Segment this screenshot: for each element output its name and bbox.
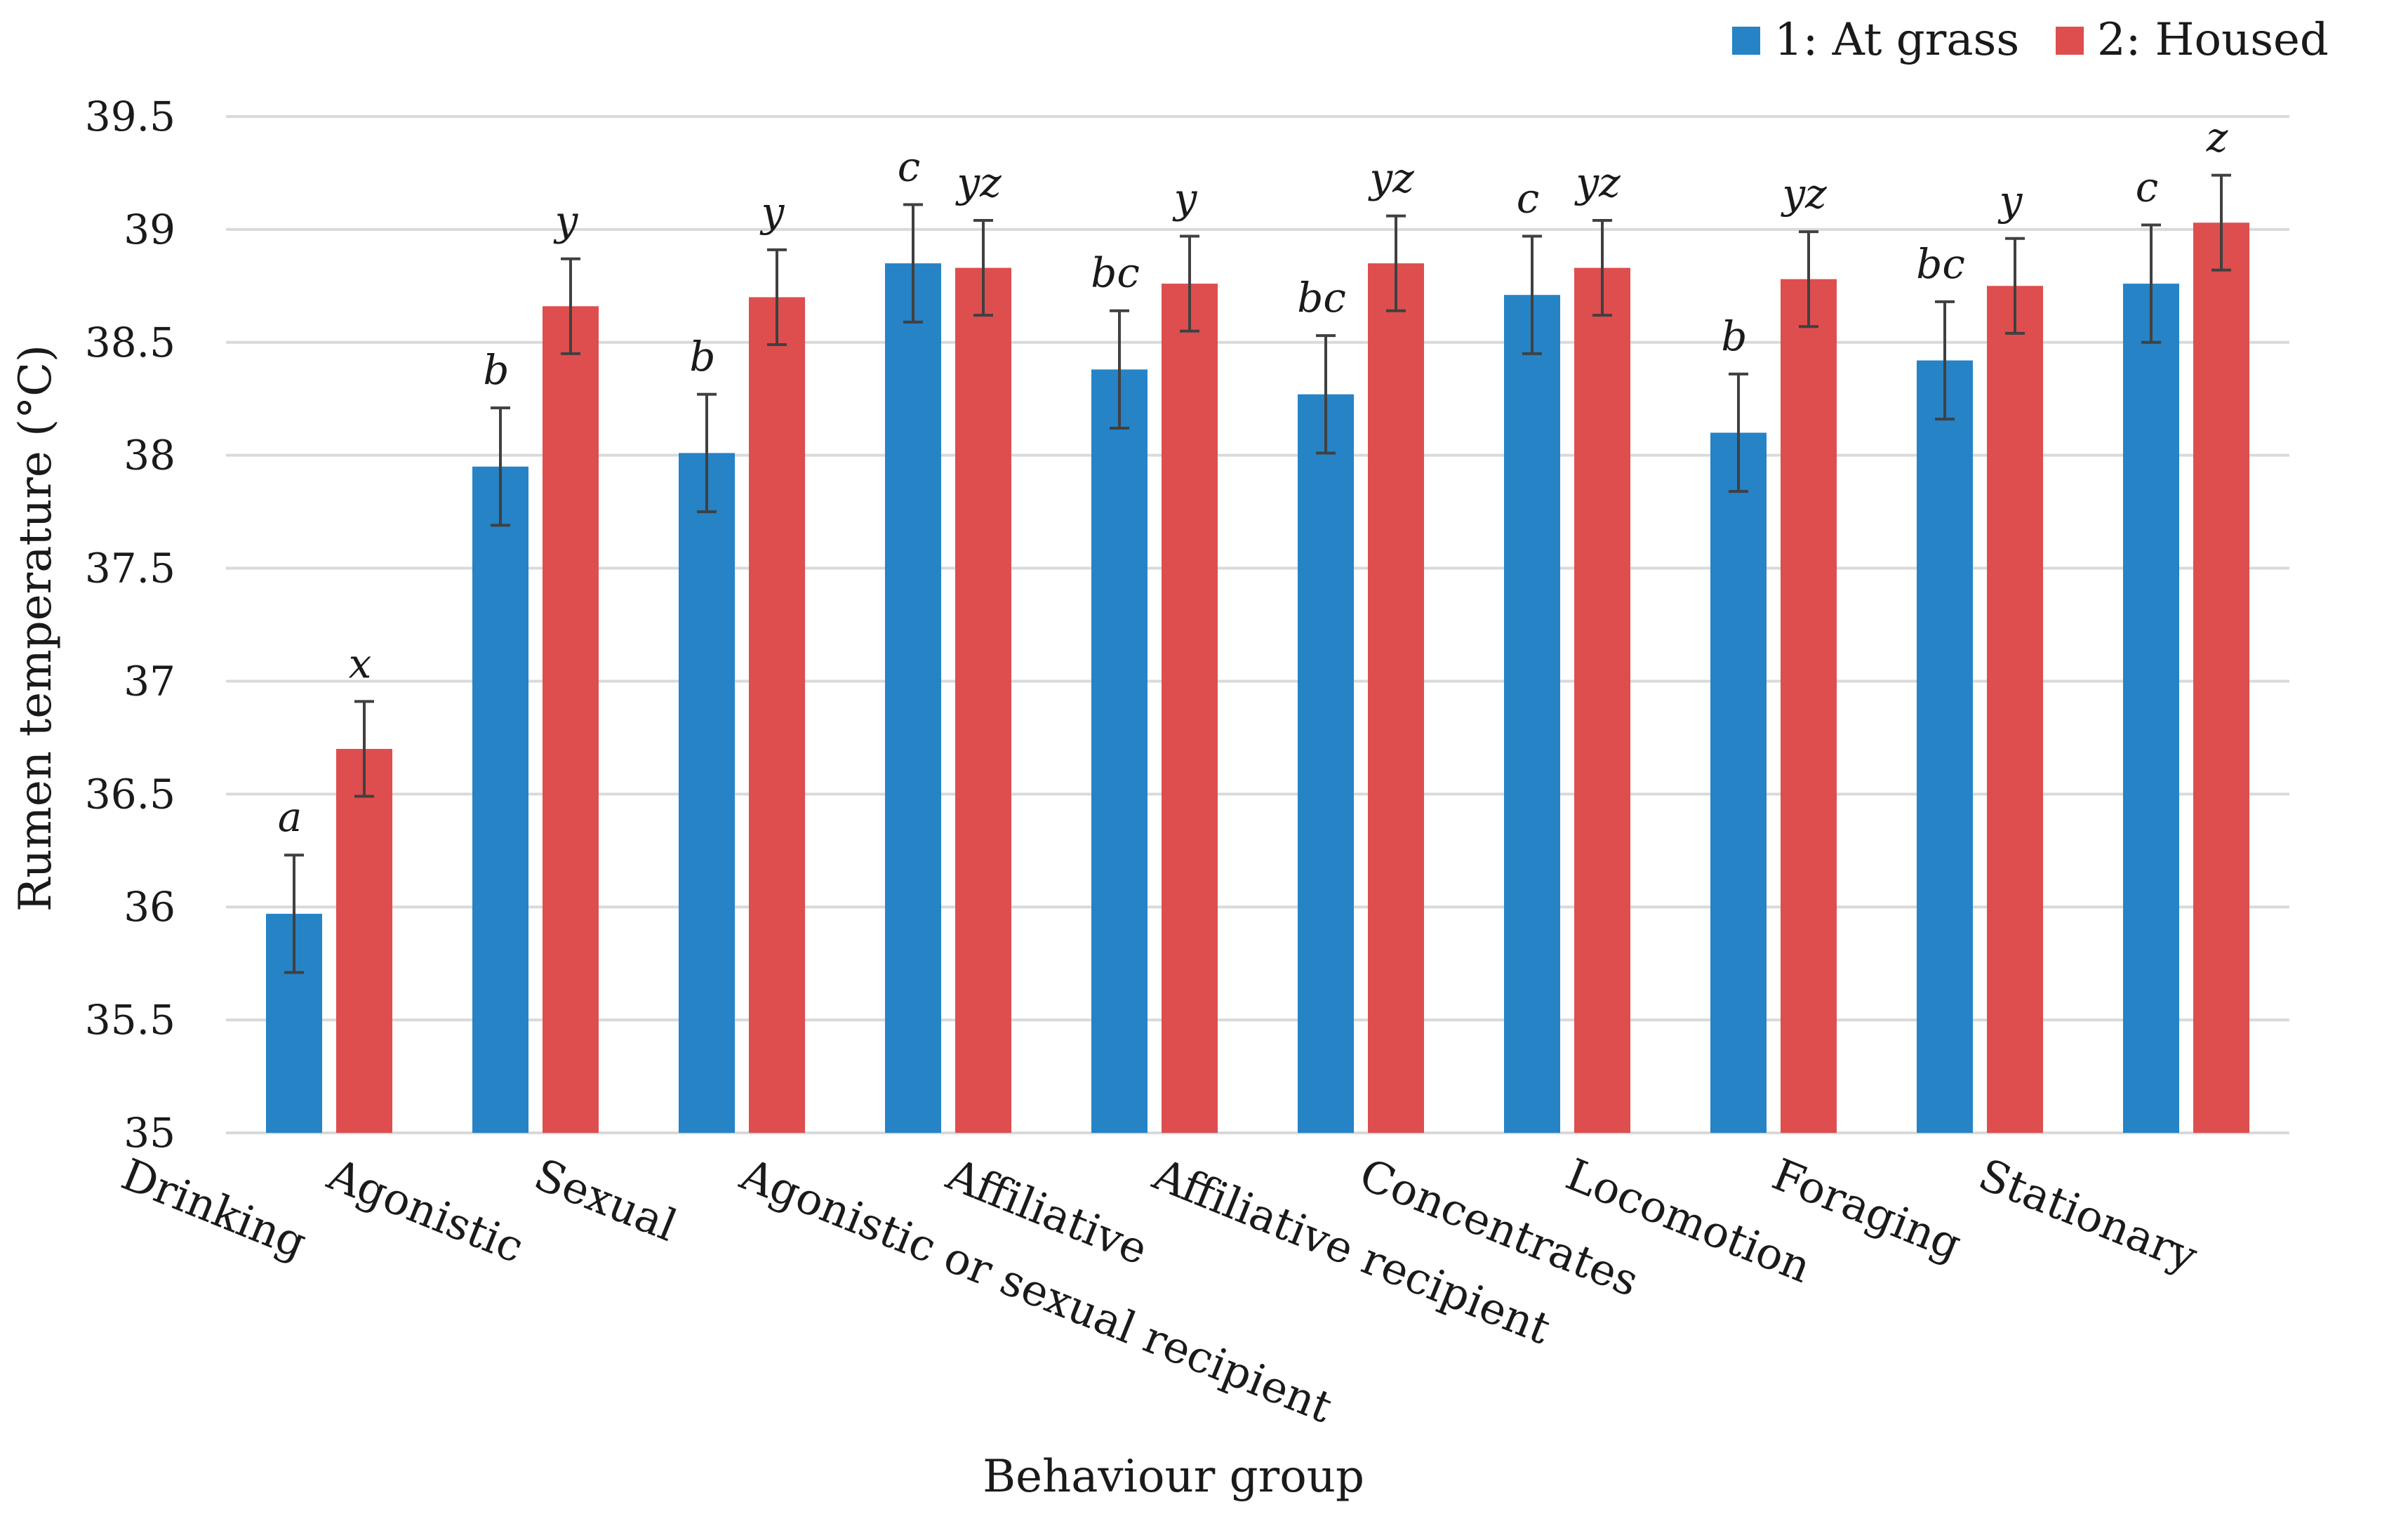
bar-2-housed-sexual [749, 297, 805, 1133]
error-bar-1-at-grass-affiliative-recipient [1316, 334, 1336, 455]
bar-1-at-grass-agonistic [472, 466, 528, 1133]
bar-2-housed-agonistic [543, 306, 599, 1133]
significance-label: y [1172, 175, 1198, 222]
x-tick-label-drinking: Drinking [114, 1148, 313, 1268]
error-bar-1-at-grass-sexual [697, 392, 717, 514]
significance-label: c [1517, 175, 1539, 222]
y-tick-label: 38 [124, 432, 175, 479]
bar-2-housed-foraging [1987, 286, 2043, 1133]
bar-2-housed-concentrates [1574, 267, 1630, 1134]
significance-label: yz [1367, 154, 1414, 202]
bar-2-housed-affiliative-recipient [1368, 263, 1424, 1134]
error-bars [284, 173, 2231, 974]
significance-label: z [2206, 114, 2228, 161]
x-axis-title: Behaviour group [983, 1451, 1364, 1503]
error-bar-1-at-grass-agonistic-or-sexual-recipient [903, 203, 923, 324]
error-bar-2-housed-sexual [767, 248, 787, 346]
x-tick-label-agonistic: Agonistic [320, 1148, 531, 1273]
bar-1-at-grass-foraging [1917, 360, 1973, 1133]
significance-label: y [759, 188, 785, 236]
y-tick-label: 39 [124, 206, 175, 253]
y-tick-label: 36 [124, 883, 175, 931]
error-bar-2-housed-agonistic [561, 257, 580, 355]
legend-label-housed: 2: Housed [2097, 14, 2329, 66]
error-bar-2-housed-foraging [2005, 237, 2025, 335]
x-tick-label-sexual: Sexual [527, 1148, 684, 1251]
significance-label: yz [1574, 159, 1621, 206]
y-tick-label: 37 [124, 657, 175, 705]
bar-2-housed-affiliative [1162, 284, 1218, 1133]
gridlines [226, 115, 2289, 1134]
significance-label: bc [1091, 249, 1140, 297]
error-bar-1-at-grass-foraging [1935, 300, 1955, 421]
y-tick-label: 36.5 [85, 770, 175, 818]
bar-2-housed-drinking [336, 748, 392, 1133]
error-bar-2-housed-locomotion [1799, 230, 1818, 328]
significance-label: y [1997, 177, 2023, 225]
significance-label: bc [1297, 274, 1346, 321]
error-bar-2-housed-agonistic-or-sexual-recipient [973, 219, 993, 317]
bar-1-at-grass-sexual [679, 453, 735, 1133]
y-tick-label: 37.5 [85, 545, 175, 592]
error-bar-1-at-grass-concentrates [1522, 234, 1542, 355]
legend-swatch-at-grass [1732, 27, 1760, 55]
bar-1-at-grass-affiliative [1091, 369, 1148, 1133]
bar-1-at-grass-affiliative-recipient [1298, 394, 1354, 1134]
y-axis-title: Rumen temperature (°C) [10, 345, 62, 912]
error-bar-1-at-grass-affiliative [1110, 309, 1129, 430]
bars [266, 222, 2249, 1134]
error-bar-2-housed-affiliative-recipient [1386, 214, 1406, 312]
bar-1-at-grass-stationary [2123, 284, 2179, 1133]
bar-1-at-grass-locomotion [1710, 432, 1767, 1133]
error-bar-2-housed-drinking [354, 700, 374, 798]
error-bar-2-housed-affiliative [1180, 234, 1199, 333]
error-bar-1-at-grass-stationary [2141, 223, 2161, 344]
significance-label: b [1721, 312, 1747, 360]
significance-label: yz [1780, 170, 1827, 218]
significance-label: c [898, 142, 920, 190]
significance-label: a [278, 793, 302, 841]
bar-1-at-grass-concentrates [1504, 295, 1560, 1133]
significance-label: b [483, 346, 509, 394]
y-tick-label: 35.5 [85, 996, 175, 1044]
significance-label: x [349, 639, 372, 687]
legend-swatch-housed [2056, 27, 2084, 55]
error-bar-1-at-grass-agonistic [491, 406, 510, 527]
x-tick-label-stationary: Stationary [1971, 1148, 2204, 1282]
bar-2-housed-stationary [2193, 222, 2249, 1133]
y-tick-label: 39.5 [85, 93, 175, 140]
bar-1-at-grass-agonistic-or-sexual-recipient [885, 263, 941, 1134]
error-bar-2-housed-stationary [2211, 173, 2231, 272]
error-bar-1-at-grass-locomotion [1729, 372, 1748, 493]
significance-label: yz [954, 159, 1002, 206]
y-axis-ticks: 35 35.5 36 36.5 37 37.5 38 38.5 39 39.5 [85, 93, 175, 1157]
error-bar-2-housed-concentrates [1592, 219, 1612, 317]
significance-label: bc [1916, 240, 1965, 288]
y-tick-label: 38.5 [85, 319, 175, 366]
bar-2-housed-locomotion [1781, 279, 1837, 1134]
significance-label: y [553, 197, 579, 245]
error-bar-1-at-grass-drinking [284, 854, 304, 974]
bar-2-housed-agonistic-or-sexual-recipient [955, 267, 1011, 1134]
significance-label: b [689, 333, 715, 380]
y-tick-label: 35 [124, 1109, 175, 1157]
legend-label-at-grass: 1: At grass [1774, 14, 2019, 66]
significance-label: c [2136, 163, 2158, 211]
legend: 1: At grass 2: Housed [1732, 14, 2329, 66]
